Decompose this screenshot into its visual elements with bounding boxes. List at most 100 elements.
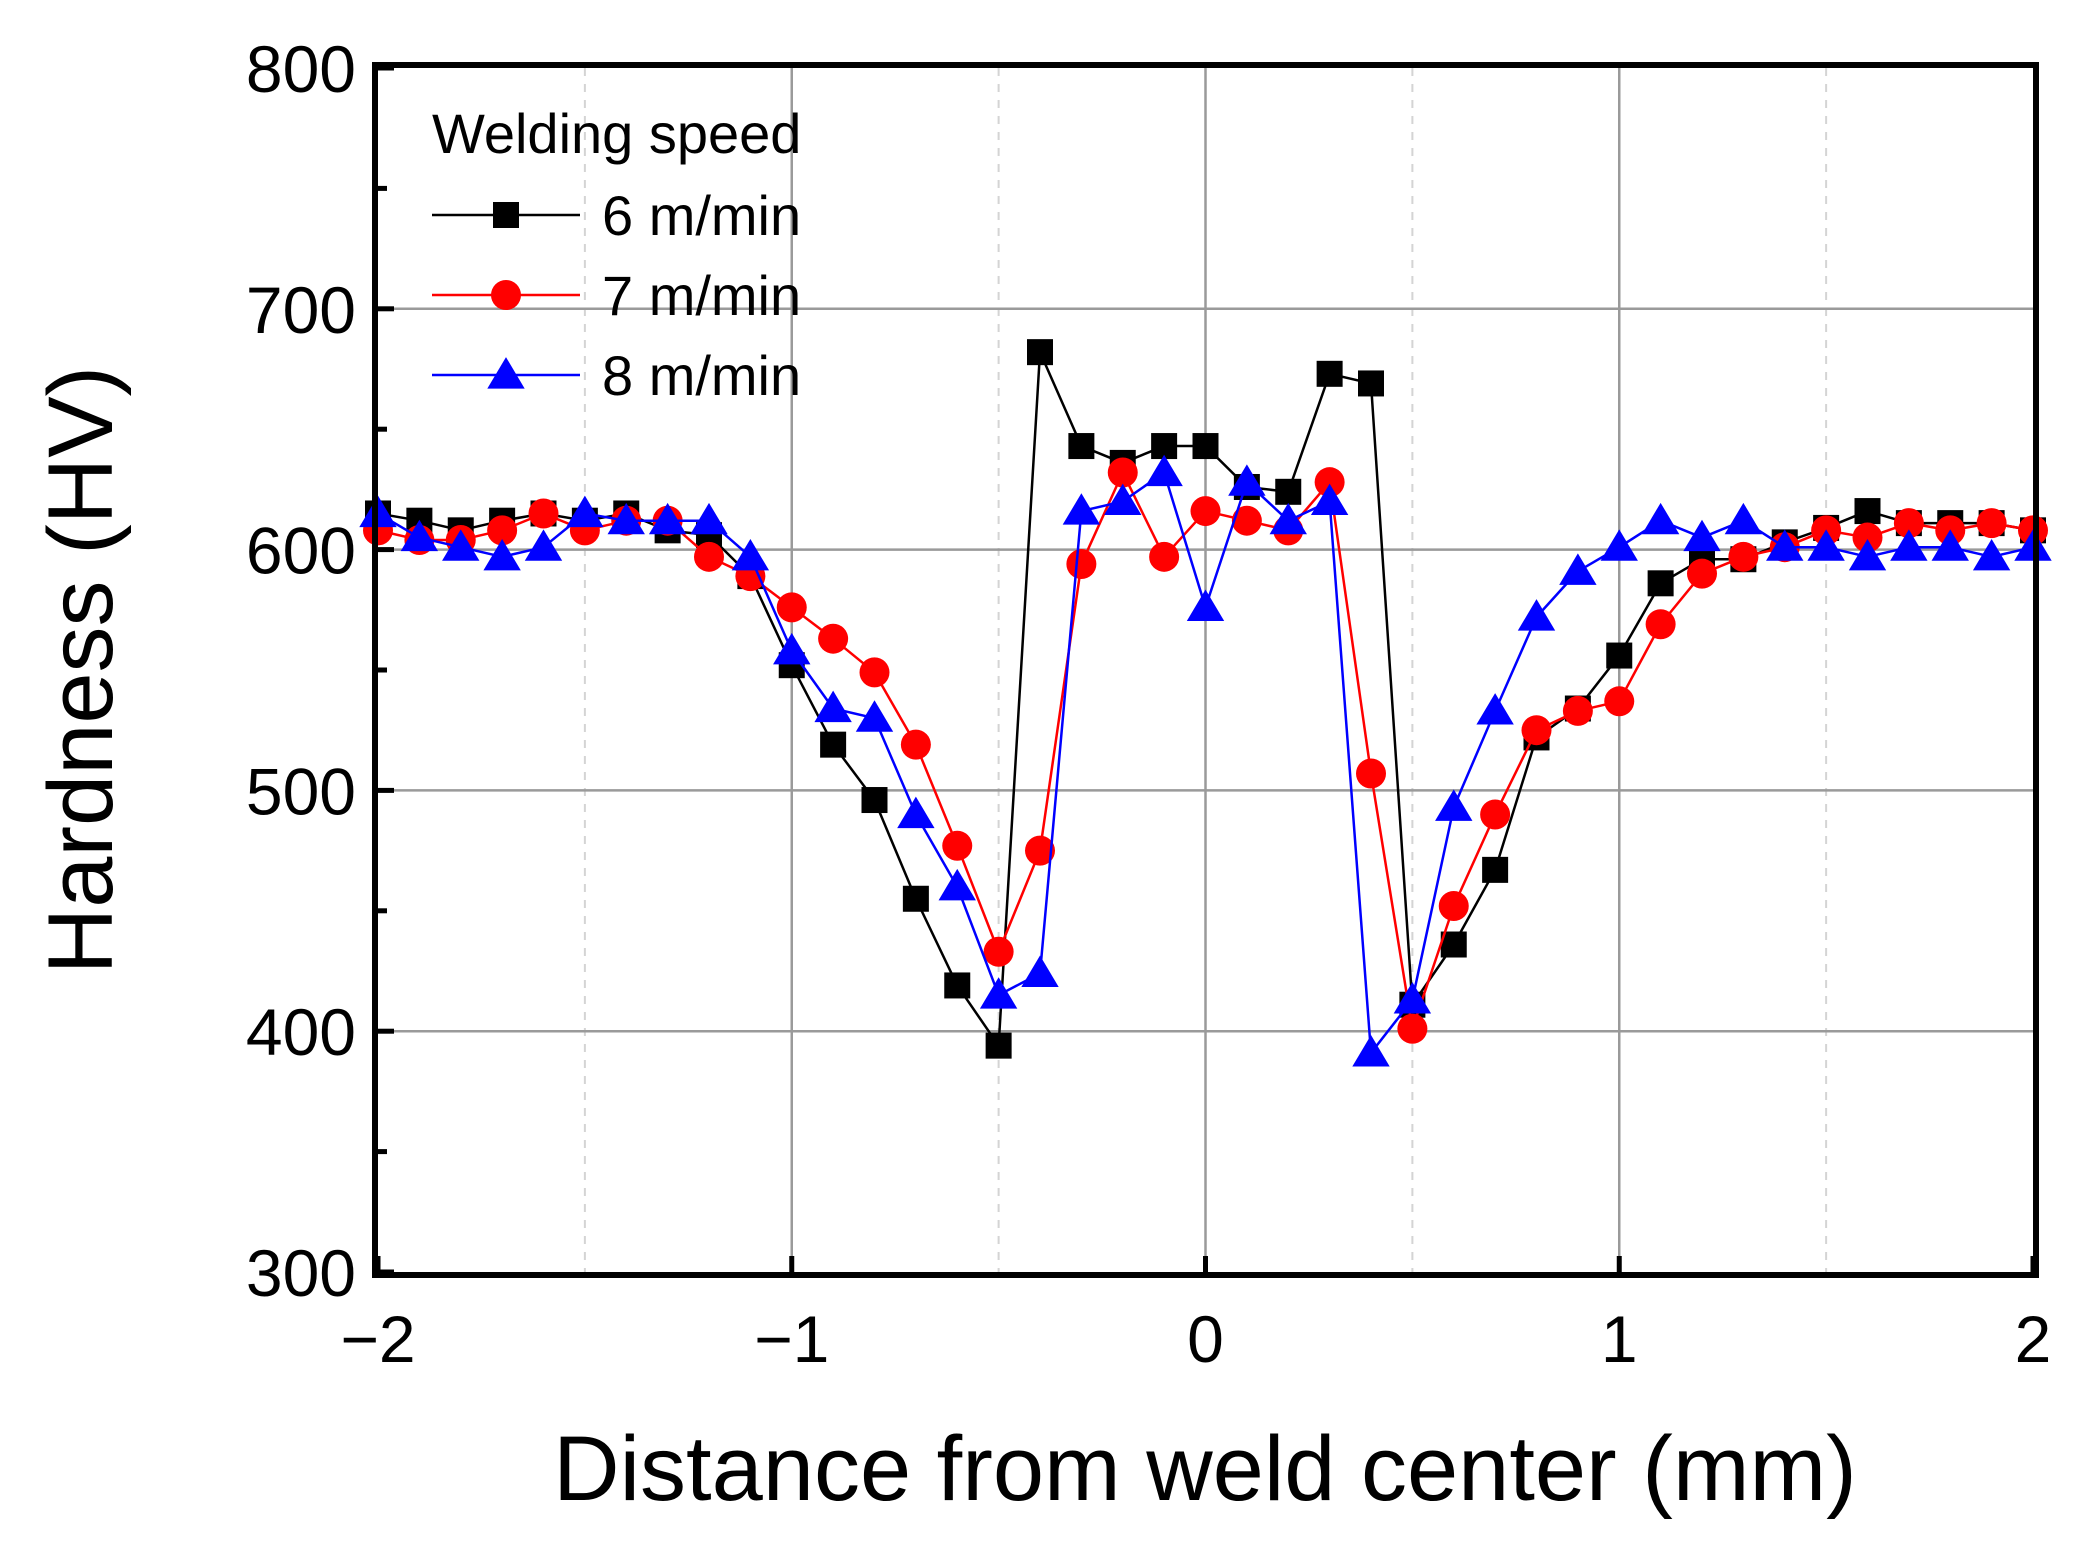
data-point [1976, 508, 2007, 539]
x-tick-label: −1 [754, 1302, 829, 1376]
data-point [648, 502, 687, 535]
data-point [1766, 529, 1804, 561]
data-point [1517, 599, 1556, 631]
data-point [814, 690, 852, 723]
legend-item: 6 m/min [432, 184, 801, 247]
data-point [690, 502, 728, 535]
y-tick-label: 500 [246, 754, 356, 828]
plot-frame [372, 62, 2039, 1278]
data-point [1647, 570, 1674, 597]
data-point [1104, 483, 1142, 516]
data-point [442, 529, 480, 561]
y-tick-label: 400 [246, 995, 356, 1069]
data-point [1438, 890, 1469, 921]
data-point [1397, 1013, 1428, 1044]
data-point [1025, 835, 1055, 866]
x-tick-label: 2 [2015, 1302, 2052, 1376]
data-point [1440, 931, 1467, 958]
legend-marker [493, 202, 519, 228]
data-point [1807, 529, 1845, 561]
data-point [897, 796, 935, 829]
data-point [1728, 541, 1759, 572]
data-point [1228, 464, 1266, 496]
data-point [979, 977, 1018, 1009]
x-tick-label: −2 [340, 1302, 415, 1376]
legend-marker [487, 357, 525, 389]
data-point [1192, 433, 1219, 460]
data-point [1480, 799, 1511, 830]
data-point [1641, 502, 1680, 535]
legend: Welding speed 6 m/min 7 m/min 8 m/min [432, 102, 801, 407]
data-point [1352, 1035, 1390, 1067]
data-point [944, 972, 971, 999]
data-point [1269, 502, 1307, 535]
data-point [1356, 758, 1386, 789]
x-axis-label: Distance from weld center (mm) [553, 1418, 1857, 1520]
data-point [1972, 538, 2011, 571]
series-8-m-min [359, 454, 2052, 1067]
legend-label: 6 m/min [602, 184, 801, 247]
data-point [938, 868, 976, 901]
data-point [1476, 693, 1514, 725]
data-point [1562, 695, 1593, 726]
data-point [1231, 505, 1262, 536]
data-point [1482, 856, 1509, 883]
data-point [1021, 955, 1059, 988]
series-layer [359, 339, 2052, 1067]
data-point [1107, 457, 1138, 488]
data-point [1890, 529, 1928, 561]
x-tick-label: 1 [1601, 1302, 1638, 1376]
data-point [528, 498, 559, 529]
ticks [375, 65, 2036, 1275]
legend-marker [491, 280, 521, 310]
data-point [1645, 609, 1676, 640]
tick-labels: −2 −1 0 1 2 300 400 500 600 700 800 [246, 32, 2051, 1376]
legend-label: 7 m/min [602, 264, 801, 327]
data-point [1893, 508, 1924, 539]
data-point [1724, 502, 1763, 535]
data-point [1062, 493, 1101, 525]
data-point [1066, 549, 1097, 580]
data-point [1854, 498, 1881, 525]
data-point [1314, 467, 1345, 498]
data-point [694, 541, 724, 572]
data-point [1604, 686, 1635, 717]
y-axis-label: Hardness (HV) [30, 366, 132, 974]
y-tick-label: 800 [246, 32, 356, 106]
data-point [1068, 433, 1095, 460]
data-point [1848, 538, 1887, 571]
data-point [855, 700, 894, 732]
data-point [1393, 982, 1432, 1014]
data-point [607, 502, 645, 535]
data-point [400, 519, 439, 552]
y-tick-label: 600 [246, 514, 356, 588]
data-point [1606, 642, 1633, 669]
data-point [731, 538, 770, 571]
data-point [1310, 483, 1349, 516]
legend-item: 8 m/min [432, 344, 801, 407]
data-point [859, 657, 890, 688]
data-point [1358, 370, 1384, 397]
data-point [820, 731, 847, 758]
legend-title: Welding speed [432, 102, 801, 165]
data-point [776, 592, 807, 623]
data-point [773, 632, 811, 665]
data-point [942, 830, 973, 861]
data-point [487, 515, 518, 546]
y-tick-label: 300 [246, 1236, 356, 1310]
grid [378, 68, 2033, 1272]
data-point [1600, 529, 1638, 561]
data-point [902, 885, 929, 912]
data-point [1683, 519, 1721, 552]
data-point [1559, 553, 1597, 585]
data-point [1027, 339, 1053, 366]
data-point [1316, 360, 1343, 387]
data-point [900, 729, 931, 760]
data-point [1145, 454, 1183, 487]
data-point [1275, 478, 1302, 505]
data-point [1186, 589, 1225, 621]
data-point [818, 623, 849, 654]
data-point [985, 1032, 1012, 1059]
legend-item: 7 m/min [432, 264, 801, 327]
